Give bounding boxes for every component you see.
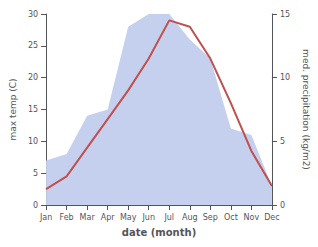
- svg-text:Sep: Sep: [203, 213, 218, 222]
- svg-text:0: 0: [33, 201, 38, 210]
- svg-text:5: 5: [280, 137, 285, 146]
- svg-text:Nov: Nov: [244, 213, 260, 222]
- svg-text:max temp (C): max temp (C): [8, 78, 18, 140]
- svg-text:Jun: Jun: [141, 213, 155, 222]
- svg-text:15: 15: [280, 10, 290, 19]
- svg-text:Dec: Dec: [264, 213, 279, 222]
- svg-text:5: 5: [33, 169, 38, 178]
- svg-text:Aug: Aug: [182, 213, 198, 222]
- svg-text:10: 10: [280, 73, 290, 82]
- svg-text:Apr: Apr: [101, 213, 116, 222]
- svg-text:Jan: Jan: [39, 213, 52, 222]
- svg-text:med. precipitation (kg/m2): med. precipitation (kg/m2): [301, 49, 311, 170]
- svg-text:15: 15: [28, 105, 38, 114]
- svg-text:10: 10: [28, 137, 38, 146]
- svg-text:Jul: Jul: [163, 213, 174, 222]
- svg-text:30: 30: [28, 10, 38, 19]
- svg-text:0: 0: [280, 201, 285, 210]
- svg-text:Oct: Oct: [224, 213, 238, 222]
- svg-text:20: 20: [28, 73, 38, 82]
- svg-text:date (month): date (month): [122, 227, 196, 238]
- svg-text:Mar: Mar: [80, 213, 96, 222]
- svg-text:Feb: Feb: [60, 213, 74, 222]
- svg-text:May: May: [120, 213, 137, 222]
- svg-text:25: 25: [28, 41, 38, 50]
